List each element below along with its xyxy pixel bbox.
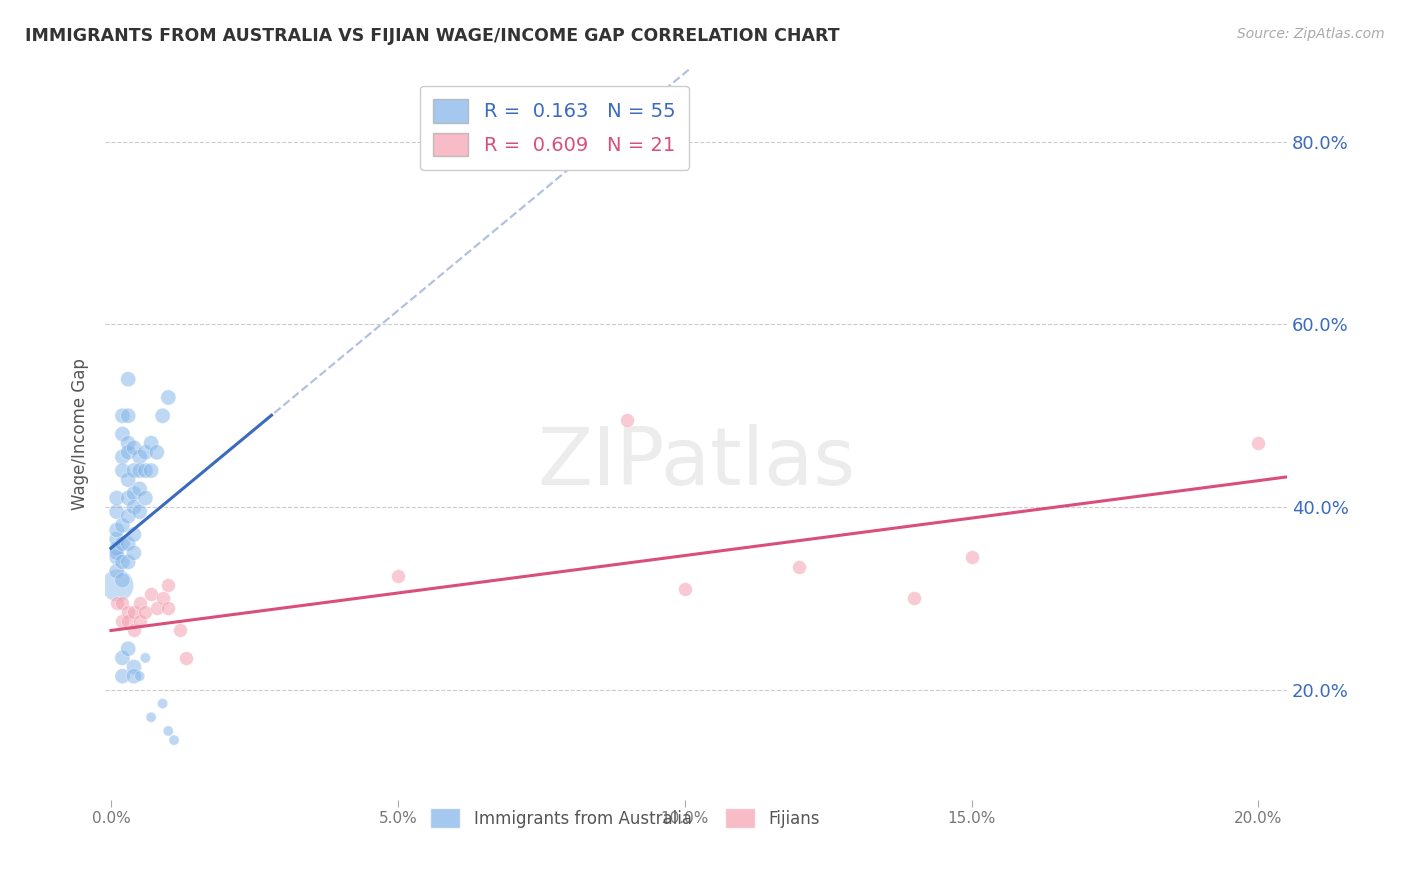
Point xyxy=(105,578,128,592)
Point xyxy=(134,445,156,459)
Text: Source: ZipAtlas.com: Source: ZipAtlas.com xyxy=(1237,27,1385,41)
Point xyxy=(111,536,134,550)
Point xyxy=(128,450,150,464)
Point xyxy=(122,605,145,619)
Point xyxy=(616,413,638,427)
Point xyxy=(134,464,156,478)
Point xyxy=(134,491,156,505)
Point xyxy=(122,669,145,683)
Text: IMMIGRANTS FROM AUSTRALIA VS FIJIAN WAGE/INCOME GAP CORRELATION CHART: IMMIGRANTS FROM AUSTRALIA VS FIJIAN WAGE… xyxy=(25,27,839,45)
Point xyxy=(128,596,150,610)
Point xyxy=(122,441,145,455)
Point xyxy=(146,445,169,459)
Point xyxy=(789,559,811,574)
Point xyxy=(157,578,180,592)
Point xyxy=(105,550,128,565)
Point xyxy=(105,505,128,519)
Point xyxy=(111,464,134,478)
Point xyxy=(387,568,409,582)
Point xyxy=(157,391,180,405)
Point xyxy=(152,591,174,606)
Point xyxy=(111,555,134,569)
Point xyxy=(105,546,128,560)
Point xyxy=(111,596,134,610)
Point xyxy=(105,491,128,505)
Point xyxy=(152,697,174,711)
Point xyxy=(128,482,150,496)
Point xyxy=(117,445,139,459)
Point xyxy=(122,500,145,515)
Point xyxy=(163,733,186,747)
Point xyxy=(117,509,139,524)
Point xyxy=(122,660,145,674)
Point xyxy=(111,573,134,587)
Point xyxy=(157,723,180,738)
Y-axis label: Wage/Income Gap: Wage/Income Gap xyxy=(72,358,89,510)
Text: ZIPatlas: ZIPatlas xyxy=(537,425,855,502)
Point xyxy=(122,546,145,560)
Point xyxy=(117,641,139,656)
Point xyxy=(1247,436,1270,450)
Point xyxy=(122,527,145,541)
Point xyxy=(134,651,156,665)
Point xyxy=(157,600,180,615)
Point xyxy=(105,564,128,578)
Point xyxy=(139,436,162,450)
Point xyxy=(169,624,191,638)
Point xyxy=(122,624,145,638)
Point xyxy=(105,523,128,537)
Point xyxy=(111,615,134,629)
Point xyxy=(117,473,139,487)
Point xyxy=(105,541,128,556)
Point xyxy=(117,491,139,505)
Point xyxy=(111,450,134,464)
Point xyxy=(122,464,145,478)
Point xyxy=(174,651,197,665)
Point xyxy=(111,409,134,423)
Point xyxy=(111,669,134,683)
Point xyxy=(111,518,134,533)
Point xyxy=(139,464,162,478)
Point xyxy=(128,615,150,629)
Point xyxy=(128,464,150,478)
Point xyxy=(117,536,139,550)
Point xyxy=(117,605,139,619)
Point xyxy=(139,587,162,601)
Point xyxy=(152,409,174,423)
Point xyxy=(105,596,128,610)
Point xyxy=(960,550,983,565)
Point xyxy=(117,615,139,629)
Point xyxy=(128,669,150,683)
Point xyxy=(117,409,139,423)
Point xyxy=(903,591,925,606)
Point xyxy=(122,486,145,500)
Point xyxy=(117,436,139,450)
Point xyxy=(673,582,696,597)
Point xyxy=(111,651,134,665)
Point xyxy=(105,532,128,546)
Point xyxy=(117,555,139,569)
Point xyxy=(117,372,139,386)
Point xyxy=(128,505,150,519)
Legend: Immigrants from Australia, Fijians: Immigrants from Australia, Fijians xyxy=(423,801,827,835)
Point xyxy=(139,710,162,724)
Point xyxy=(146,600,169,615)
Point xyxy=(134,605,156,619)
Point xyxy=(111,427,134,442)
